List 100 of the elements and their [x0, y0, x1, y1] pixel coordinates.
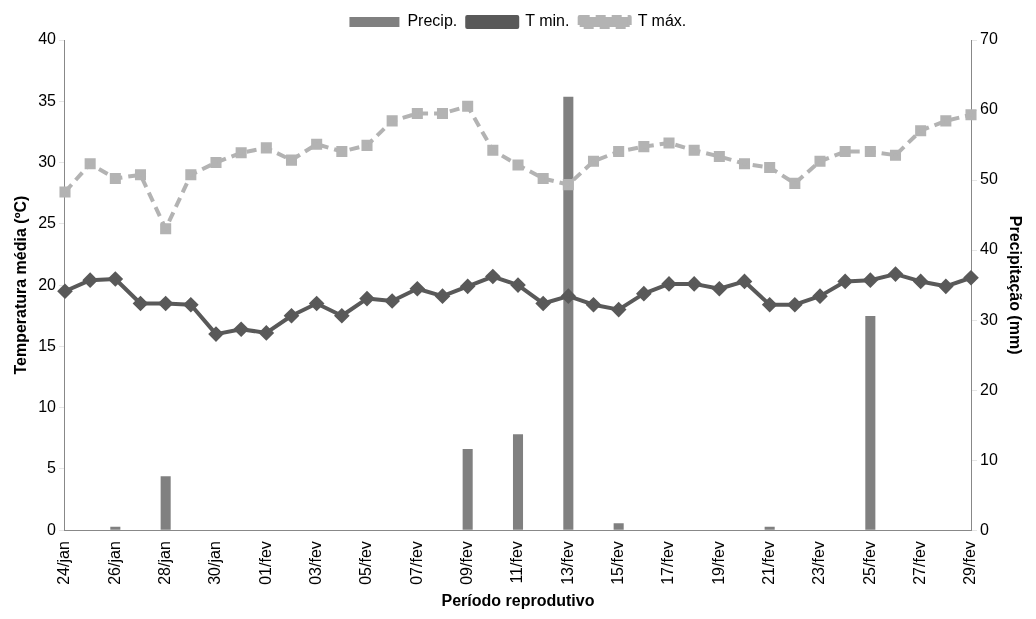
point [636, 286, 651, 301]
point [611, 302, 626, 317]
point [965, 109, 977, 121]
point [813, 289, 827, 304]
x-tick-label: 03/fev [307, 541, 325, 585]
point [284, 308, 299, 323]
point [764, 161, 776, 173]
point [613, 145, 625, 158]
point [84, 158, 96, 170]
point [586, 297, 601, 312]
x-tick-label: 21/fev [760, 541, 778, 585]
point [410, 281, 425, 296]
y-axis-title: Temperatura média (ºC) [12, 195, 30, 375]
point [562, 179, 574, 191]
x-tick-label: 19/fev [709, 541, 727, 585]
point [183, 297, 198, 312]
point [662, 276, 676, 291]
x-tick-label: 30/jan [206, 541, 224, 585]
point [160, 223, 172, 235]
point [185, 169, 197, 181]
point [460, 279, 475, 294]
x-tick-label: 07/fev [407, 541, 425, 585]
point [487, 144, 499, 156]
point [863, 273, 878, 288]
point [361, 139, 373, 151]
point [210, 157, 222, 169]
point [311, 138, 323, 150]
point [385, 294, 400, 309]
point [58, 284, 72, 299]
point [839, 145, 851, 158]
point [485, 269, 500, 284]
point [158, 296, 173, 311]
point [234, 322, 249, 337]
x-tick-label: 28/jan [156, 541, 174, 585]
y-tick-label: 25 [38, 214, 57, 232]
point [511, 278, 525, 293]
y2-tick-label: 60 [980, 100, 998, 118]
point [814, 155, 826, 167]
point [360, 291, 374, 306]
point [864, 145, 876, 158]
point [713, 150, 725, 162]
x-tick-label: 27/fev [911, 541, 929, 585]
y2-tick-label: 40 [980, 240, 998, 258]
point [108, 271, 123, 286]
y-tick-label: 0 [47, 520, 57, 538]
point [838, 274, 853, 289]
point [536, 296, 551, 311]
point [712, 281, 727, 296]
y2-tick-label: 10 [980, 450, 998, 468]
x-tick-label: 24/jan [55, 541, 73, 585]
point [537, 172, 549, 185]
y-tick-label: 35 [38, 91, 57, 109]
point [435, 289, 450, 304]
point [134, 169, 147, 181]
legend-label: Precip. [407, 12, 458, 30]
x-tick-label: 01/fev [256, 541, 274, 585]
y2-tick-label: 50 [980, 170, 998, 188]
point [462, 100, 474, 112]
point [888, 267, 903, 282]
y2-tick-label: 30 [980, 310, 998, 328]
point [436, 108, 449, 120]
point [309, 296, 324, 311]
point [762, 297, 777, 312]
y-tick-label: 20 [38, 275, 57, 293]
y-tick-label: 10 [38, 398, 57, 416]
point [285, 154, 298, 166]
y-tick-label: 15 [38, 336, 57, 354]
point [940, 115, 952, 127]
x-tick-label: 11/fev [508, 541, 526, 584]
point [787, 297, 802, 312]
point [687, 276, 702, 291]
point [738, 158, 751, 170]
point [688, 144, 700, 156]
point [889, 149, 902, 161]
y2-tick-label: 0 [980, 520, 989, 538]
point [663, 137, 675, 149]
x-tick-label: 17/fev [659, 541, 677, 585]
x-tick-label: 26/jan [105, 541, 123, 585]
point [235, 147, 247, 159]
y-tick-label: 5 [47, 459, 57, 477]
point [59, 186, 71, 198]
point [336, 145, 348, 158]
x-tick-label: 23/fev [810, 541, 828, 585]
y2-tick-label: 70 [980, 30, 998, 48]
x-tick-label: 13/fev [558, 541, 576, 585]
point [83, 273, 98, 288]
point [938, 279, 953, 294]
x-tick-label: 29/fev [961, 541, 979, 585]
y2-axis-title: Precipitação (mm) [1006, 215, 1024, 355]
x-axis-title: Período reprodutivo [441, 591, 595, 609]
point [334, 308, 349, 323]
point [260, 142, 272, 154]
point [913, 274, 928, 289]
point [259, 325, 274, 340]
legend-label: T min. [525, 12, 570, 30]
y-tick-label: 40 [38, 30, 57, 48]
point [964, 270, 978, 285]
x-tick-label: 25/fev [860, 541, 878, 585]
point [109, 172, 121, 185]
point [737, 274, 752, 289]
